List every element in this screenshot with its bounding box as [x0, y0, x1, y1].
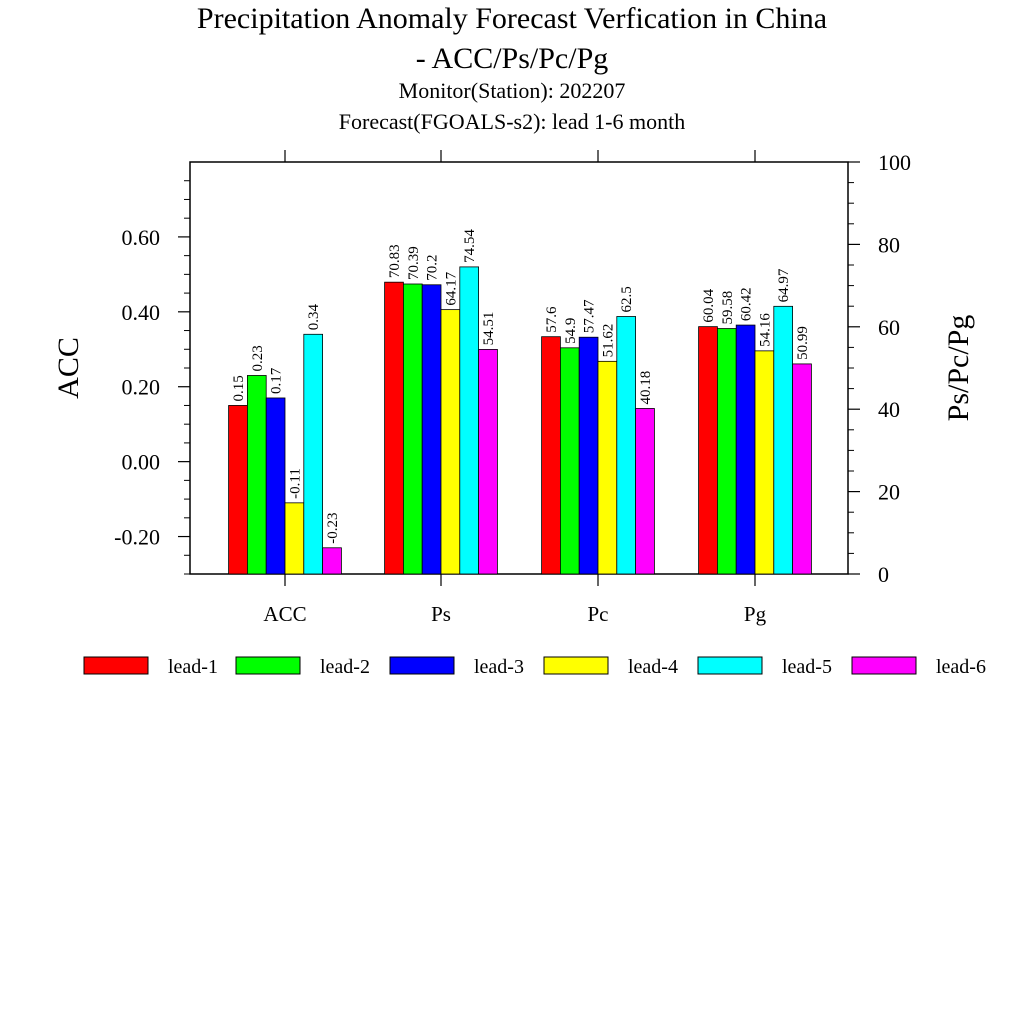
y-tick-label-right: 100: [878, 150, 911, 175]
value-label-ps-lead-4: 64.17: [443, 271, 459, 305]
y-tick-label-left: 0.40: [122, 300, 161, 325]
y-tick-label-left: 0.20: [122, 375, 161, 400]
bar-pc-lead-2: [560, 347, 580, 575]
y-tick-label-right: 40: [878, 397, 900, 422]
value-label-pg-lead-6: 50.99: [795, 326, 811, 360]
y-axis-label-right: Ps/Pc/Pg: [942, 315, 975, 422]
value-label-ps-lead-6: 54.51: [481, 312, 497, 346]
value-label-pc-lead-2: 54.9: [563, 318, 579, 344]
bar-ps-lead-2: [402, 283, 423, 575]
value-label-pg-lead-5: 64.97: [776, 268, 792, 302]
value-label-pg-lead-1: 60.04: [701, 288, 717, 322]
bar-pg-lead-1: [698, 326, 718, 575]
value-label-ps-lead-1: 70.83: [387, 244, 403, 278]
value-label-pc-lead-3: 57.47: [582, 299, 598, 333]
chart-subtitle-forecast: Forecast(FGOALS-s2): lead 1-6 month: [339, 109, 685, 134]
value-label-ps-lead-2: 70.39: [406, 246, 422, 280]
value-label-ps-lead-3: 70.2: [425, 255, 441, 281]
value-labels-layer: 0.150.230.17 -0.11 0.34 -0.23 70.83 70.39 70.2…: [231, 229, 811, 544]
y-tick-label-left: 0.00: [122, 450, 161, 475]
y-axis-label-left: ACC: [52, 337, 85, 399]
legend-swatch-lead-2: [235, 656, 301, 675]
bar-pg-lead-6: [792, 363, 812, 575]
value-label-ps-lead-5: 74.54: [462, 229, 478, 263]
legend-label-lead-6: lead-6: [936, 656, 986, 678]
legend-label-lead-1: lead-1: [168, 656, 218, 678]
chart-titles: Precipitation Anomaly Forecast Verficati…: [197, 2, 827, 134]
value-label-pg-lead-2: 59.58: [720, 291, 736, 325]
legend-swatch-lead-4: [543, 656, 609, 675]
bar-acc-lead-5: [303, 333, 323, 575]
bar-acc-lead-4: [284, 502, 305, 575]
bar-ps-lead-3: [421, 284, 442, 575]
value-label-pg-lead-4: 54.16: [757, 313, 773, 347]
value-label-acc-lead-3: 0.17: [269, 367, 285, 394]
value-label-acc-lead-6: -0.23: [325, 513, 341, 544]
legend: lead-1 lead-2 lead-3 lead-4 lead-5 lead-6: [83, 656, 986, 678]
legend-label-lead-4: lead-4: [628, 656, 678, 678]
y-tick-label-right: 0: [878, 562, 889, 587]
value-label-acc-lead-1: 0.15: [231, 375, 247, 401]
chart-subtitle-monitor: Monitor(Station): 202207: [399, 78, 626, 103]
bar-pg-lead-2: [717, 328, 737, 575]
x-tick-label-pg: Pg: [744, 602, 767, 626]
bar-acc-lead-1: [228, 405, 248, 575]
bar-ps-lead-4: [440, 309, 461, 575]
x-tick-label-acc: ACC: [263, 602, 306, 626]
value-label-pc-lead-5: 62.5: [619, 286, 635, 312]
bar-acc-lead-2: [246, 375, 267, 575]
bar-ps-lead-1: [384, 281, 404, 575]
value-label-acc-lead-5: 0.34: [306, 304, 322, 331]
bar-ps-lead-6: [478, 349, 498, 575]
bar-pc-lead-6: [635, 408, 655, 575]
bar-pg-lead-3: [735, 324, 756, 575]
x-tick-label-ps: Ps: [431, 602, 451, 626]
legend-swatch-lead-6: [851, 656, 917, 675]
legend-label-lead-2: lead-2: [320, 656, 370, 678]
value-label-pg-lead-3: 60.42: [739, 287, 755, 321]
bar-pc-lead-1: [541, 336, 561, 575]
legend-label-lead-3: lead-3: [474, 656, 524, 678]
legend-swatch-lead-5: [697, 656, 763, 675]
axes-layer: ACC Ps Pc Pg -0.20 0.00 0.20 0.40 0.60 0 20 40 60 80 1…: [114, 150, 911, 626]
bar-pc-lead-4: [597, 360, 618, 575]
bars-layer: [228, 266, 812, 575]
y-tick-label-right: 60: [878, 315, 900, 340]
bar-pc-lead-5: [616, 316, 636, 575]
value-label-pc-lead-4: 51.62: [600, 324, 616, 358]
y-tick-label-right: 80: [878, 232, 900, 257]
x-tick-label-pc: Pc: [588, 602, 609, 626]
value-label-pc-lead-6: 40.18: [638, 371, 654, 405]
value-label-acc-lead-2: 0.23: [250, 345, 266, 371]
chart-title-line2: - ACC/Ps/Pc/Pg: [416, 42, 609, 75]
legend-swatch-lead-1: [83, 656, 149, 675]
chart-title: Precipitation Anomaly Forecast Verficati…: [197, 2, 827, 35]
bar-acc-lead-6: [322, 547, 342, 575]
bar-acc-lead-3: [265, 397, 286, 575]
value-label-pc-lead-1: 57.6: [544, 306, 560, 333]
value-label-acc-lead-4: -0.11: [287, 468, 303, 499]
legend-label-lead-5: lead-5: [782, 656, 832, 678]
bar-ps-lead-5: [459, 266, 479, 575]
bar-pg-lead-5: [773, 305, 793, 575]
bar-pc-lead-3: [578, 336, 599, 575]
bar-pg-lead-4: [754, 350, 775, 575]
legend-swatch-lead-3: [389, 656, 455, 675]
y-tick-label-right: 20: [878, 480, 900, 505]
y-tick-label-left: 0.60: [122, 225, 161, 250]
y-tick-label-left: -0.20: [114, 525, 160, 550]
